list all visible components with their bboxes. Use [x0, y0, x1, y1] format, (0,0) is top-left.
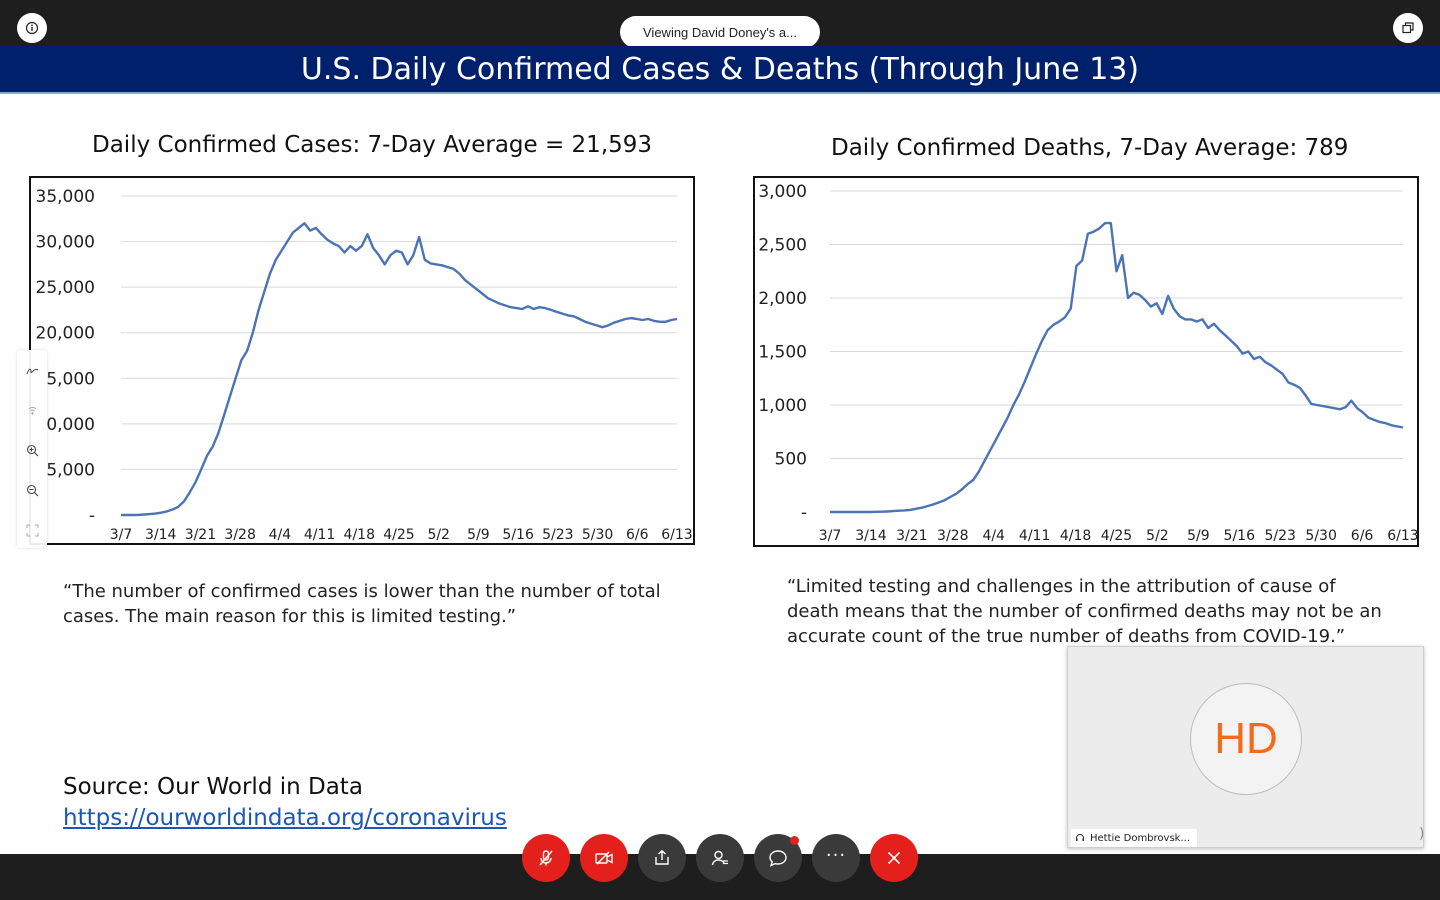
cases-x-tick-label: 3/21	[185, 527, 216, 543]
deaths-x-tick-label: 4/25	[1101, 528, 1132, 544]
chat-notification-dot	[790, 836, 799, 845]
cases-x-tick-label: 4/25	[383, 527, 414, 543]
chat-button[interactable]	[754, 834, 802, 882]
cases-x-tick-label: 5/30	[582, 527, 613, 543]
cases-x-tick-label: 3/7	[110, 527, 133, 543]
cases-y-tick-label: 35,000	[36, 187, 95, 207]
deaths-quote: “Limited testing and challenges in the a…	[787, 576, 1382, 647]
viewing-indicator[interactable]: Viewing David Doney's a...	[620, 16, 820, 48]
cases-y-tick-label: 25,000	[36, 278, 95, 298]
share-button[interactable]	[638, 834, 686, 882]
laser-pointer-button[interactable]	[24, 402, 40, 418]
deaths-x-tick-label: 3/21	[896, 528, 927, 544]
deaths-y-tick-label: -	[801, 503, 807, 523]
deaths-chart: - 500 1,000 1,500 2,000 2,500 3,000 3/7 3/14 3/21…	[753, 176, 1419, 547]
participant-name-tag: Hettie Dombrovsk...	[1071, 829, 1197, 847]
zoom-in-icon	[26, 444, 38, 456]
participants-button[interactable]	[696, 834, 744, 882]
deaths-y-tick-label: 2,500	[758, 236, 807, 256]
leave-meeting-button[interactable]	[870, 834, 918, 882]
source-label: Source: Our World in Data	[63, 774, 363, 800]
deaths-y-tick-label: 3,000	[758, 182, 807, 202]
share-icon	[655, 849, 669, 865]
deaths-x-tick-label: 5/30	[1305, 528, 1336, 544]
edge-glyph: )	[1419, 826, 1425, 842]
cases-x-tick-label: 5/16	[502, 527, 534, 543]
deaths-x-tick-label: 5/23	[1264, 528, 1295, 544]
annotate-button[interactable]	[24, 362, 40, 378]
deaths-y-tick-label: 1,000	[758, 396, 807, 416]
deaths-x-tick-label: 6/6	[1351, 528, 1374, 544]
deaths-x-tick-label: 5/2	[1146, 528, 1169, 544]
deaths-y-tick-label: 1,500	[758, 343, 807, 363]
cases-series-line	[121, 222, 678, 517]
cases-x-tick-label: 3/28	[224, 527, 255, 543]
slide-title: U.S. Daily Confirmed Cases & Deaths (Thr…	[0, 46, 1440, 94]
cases-x-tick-label: 5/2	[427, 527, 450, 543]
annotate-pen-icon	[25, 368, 38, 374]
participant-name: Hettie Dombrovsk...	[1090, 832, 1190, 844]
deaths-x-tick-label: 5/16	[1224, 528, 1256, 544]
more-button[interactable]: ···	[812, 834, 860, 882]
cases-chart-title: Daily Confirmed Cases: 7-Day Average = 2…	[92, 132, 653, 158]
cases-chart-svg: - 5,000 0,000 5,000 20,000 25,000 30,000 35,000…	[36, 187, 693, 543]
cases-y-tick-label: -	[89, 506, 95, 526]
info-button[interactable]	[17, 13, 47, 43]
zoom-out-icon	[26, 484, 38, 496]
video-off-icon	[595, 851, 613, 865]
start-video-button[interactable]	[580, 834, 628, 882]
more-icon: ···	[825, 844, 847, 866]
cases-y-tick-label: 0,000	[46, 415, 95, 435]
deaths-x-tick-label: 4/4	[982, 528, 1005, 544]
deaths-x-tick-label: 3/28	[937, 528, 968, 544]
fit-screen-button[interactable]	[24, 522, 40, 538]
fit-screen-icon	[26, 524, 38, 536]
deaths-y-tick-label: 2,000	[758, 289, 807, 309]
zoom-in-button[interactable]	[24, 442, 40, 458]
cases-y-tick-label: 5,000	[46, 369, 95, 389]
participants-icon	[711, 850, 728, 866]
cases-x-tick-label: 6/6	[626, 527, 649, 543]
laser-pointer-icon	[28, 406, 36, 415]
deaths-chart-svg: - 500 1,000 1,500 2,000 2,500 3,000 3/7 3/14 3/21…	[758, 182, 1417, 544]
popout-icon	[1402, 22, 1414, 34]
cases-x-tick-label: 4/11	[304, 527, 335, 543]
zoom-out-button[interactable]	[24, 482, 40, 498]
chat-icon	[769, 850, 787, 867]
deaths-y-tick-label: 500	[775, 450, 807, 470]
deaths-series-line	[830, 221, 1404, 514]
deaths-x-tick-label: 3/7	[819, 528, 842, 544]
avatar: HD	[1190, 683, 1302, 795]
cases-y-tick-label: 20,000	[36, 324, 95, 344]
cases-x-tick-label: 3/14	[145, 527, 177, 543]
close-icon	[887, 851, 901, 865]
cases-y-tick-label: 5,000	[46, 460, 95, 480]
deaths-x-tick-label: 6/13	[1387, 528, 1417, 544]
cases-x-tick-label: 6/13	[661, 527, 692, 543]
source-link[interactable]: https://ourworldindata.org/coronavirus	[63, 805, 507, 831]
deaths-x-tick-label: 5/9	[1187, 528, 1210, 544]
cases-x-tick-label: 4/4	[269, 527, 292, 543]
cases-x-tick-label: 5/23	[542, 527, 573, 543]
info-icon	[25, 21, 39, 35]
cases-y-tick-label: 30,000	[36, 233, 95, 253]
annotation-toolbar	[17, 350, 47, 548]
deaths-x-tick-label: 3/14	[855, 528, 887, 544]
deaths-chart-title: Daily Confirmed Deaths, 7-Day Average: 7…	[831, 135, 1349, 161]
deaths-x-tick-label: 4/11	[1019, 528, 1050, 544]
headset-icon	[1076, 834, 1084, 841]
participant-video-tile[interactable]: HD Hettie Dombrovsk...	[1067, 646, 1424, 848]
mic-muted-icon	[539, 850, 553, 866]
unmute-button[interactable]	[522, 834, 570, 882]
cases-chart: - 5,000 0,000 5,000 20,000 25,000 30,000 35,000…	[29, 176, 695, 545]
top-bar: Viewing David Doney's a...	[0, 0, 1440, 48]
cases-quote: “The number of confirmed cases is lower …	[63, 581, 661, 627]
popout-button[interactable]	[1393, 13, 1423, 43]
cases-x-tick-label: 5/9	[467, 527, 490, 543]
deaths-x-tick-label: 4/18	[1060, 528, 1091, 544]
cases-x-tick-label: 4/18	[344, 527, 375, 543]
